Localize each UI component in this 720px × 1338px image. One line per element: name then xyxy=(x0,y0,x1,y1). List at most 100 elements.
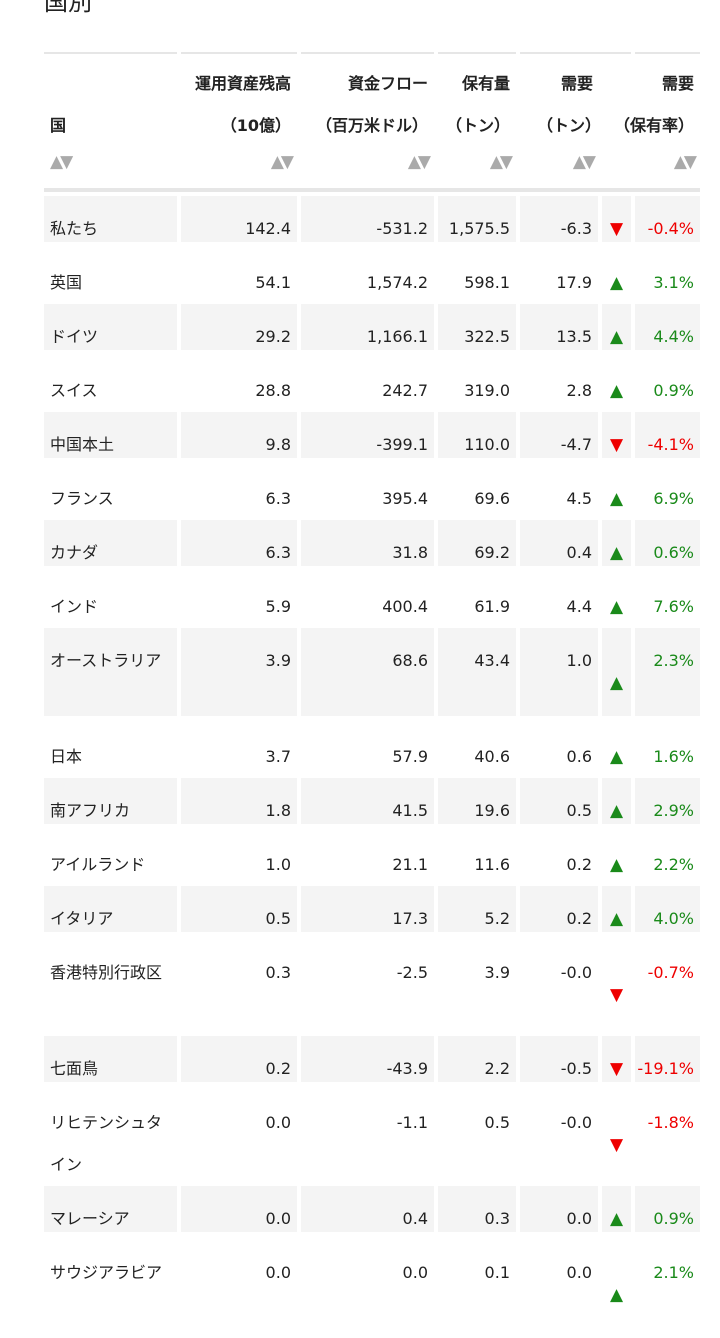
country-cell: オーストラリア xyxy=(44,628,177,716)
flows-cell-text: 17.3 xyxy=(392,909,428,928)
country-cell: 日本 xyxy=(44,724,177,770)
aum-cell-text: 0.2 xyxy=(265,1059,291,1078)
table-row: 英国 54.1 1,574.2 598.1 17.9 ▲ 3.1% xyxy=(44,246,700,300)
holdings-cell-text: 40.6 xyxy=(474,747,510,766)
sort-icon[interactable]: ▲▼ xyxy=(673,152,697,172)
holdings-cell-text: 0.1 xyxy=(484,1263,510,1282)
demand-pct-cell: -19.1% xyxy=(635,1036,700,1082)
flows-cell-text: 31.8 xyxy=(392,543,428,562)
country-cell: マレーシア xyxy=(44,1186,177,1232)
flows-cell: 21.1 xyxy=(301,832,434,878)
triangle-up-icon: ▲ xyxy=(609,801,624,821)
demand-cell-text: 4.4 xyxy=(566,597,592,616)
demand-cell-text: 0.0 xyxy=(566,1263,592,1282)
demand-pct-cell-text: 4.4% xyxy=(653,327,694,346)
aum-cell: 0.0 xyxy=(181,1240,297,1328)
trend-cell: ▲ xyxy=(602,886,631,932)
holdings-cell: 1,575.5 xyxy=(438,196,516,242)
header-aum[interactable]: 運用資産残高 （10億） ▲▼ xyxy=(181,52,297,186)
aum-cell-text: 3.9 xyxy=(265,651,291,670)
country-cell-text: 七面鳥 xyxy=(50,1059,99,1078)
header-demand-pct[interactable]: 需要 （保有率） ▲▼ xyxy=(614,52,700,186)
country-cell: 南アフリカ xyxy=(44,778,177,824)
header-aum-label: 運用資産残高 xyxy=(194,74,291,93)
table-row: サウジアラビア 0.0 0.0 0.1 0.0 ▲ 2.1% xyxy=(44,1236,700,1332)
demand-pct-cell-text: 2.2% xyxy=(653,855,694,874)
demand-cell: 0.2 xyxy=(520,886,598,932)
trend-cell: ▲ xyxy=(602,1240,631,1328)
flows-cell: -1.1 xyxy=(301,1090,434,1178)
country-cell-text: 香港特別行政区 xyxy=(50,963,163,982)
flows-cell: 31.8 xyxy=(301,520,434,566)
country-cell: リヒテンシュタイン xyxy=(44,1090,177,1178)
holdings-cell-text: 1,575.5 xyxy=(448,219,510,238)
flows-cell-text: -2.5 xyxy=(396,963,428,982)
holdings-cell: 2.2 xyxy=(438,1036,516,1082)
flows-cell-text: 0.4 xyxy=(402,1209,428,1228)
table-row: オーストラリア 3.9 68.6 43.4 1.0 ▲ 2.3% xyxy=(44,624,700,720)
aum-cell: 54.1 xyxy=(181,250,297,296)
country-cell-text: オーストラリア xyxy=(50,651,162,670)
demand-cell-text: -4.7 xyxy=(560,435,592,454)
country-cell: イタリア xyxy=(44,886,177,932)
holdings-cell: 69.6 xyxy=(438,466,516,512)
country-cell: カナダ xyxy=(44,520,177,566)
country-cell-text: リヒテンシュタイン xyxy=(50,1113,163,1174)
triangle-up-icon: ▲ xyxy=(609,327,624,347)
demand-cell-text: 0.6 xyxy=(566,747,592,766)
sort-icon[interactable]: ▲▼ xyxy=(572,152,596,172)
flows-cell-text: 57.9 xyxy=(392,747,428,766)
section-title: 国別 xyxy=(44,0,92,16)
country-cell-text: スイス xyxy=(50,381,98,400)
demand-pct-cell: -1.8% xyxy=(635,1090,700,1178)
aum-cell-text: 54.1 xyxy=(255,273,291,292)
trend-cell: ▲ xyxy=(602,1186,631,1232)
header-flows[interactable]: 資金フロー （百万米ドル） ▲▼ xyxy=(301,52,434,186)
table-row: リヒテンシュタイン 0.0 -1.1 0.5 -0.0 ▼ -1.8% xyxy=(44,1086,700,1182)
demand-cell: 17.9 xyxy=(520,250,598,296)
demand-cell-text: 0.5 xyxy=(566,801,592,820)
demand-cell-text: -0.5 xyxy=(560,1059,592,1078)
demand-pct-cell-text: 6.9% xyxy=(653,489,694,508)
table-row: ドイツ 29.2 1,166.1 322.5 13.5 ▲ 4.4% xyxy=(44,300,700,354)
demand-cell: 4.4 xyxy=(520,574,598,620)
holdings-cell-text: 69.2 xyxy=(474,543,510,562)
sort-icon[interactable]: ▲▼ xyxy=(489,152,513,172)
sort-icon[interactable]: ▲▼ xyxy=(270,152,294,172)
demand-cell-text: 13.5 xyxy=(556,327,592,346)
aum-cell-text: 29.2 xyxy=(255,327,291,346)
trend-cell: ▲ xyxy=(602,466,631,512)
demand-pct-cell: 2.1% xyxy=(635,1240,700,1328)
trend-cell: ▼ xyxy=(602,412,631,458)
header-demand[interactable]: 需要 （トン） ▲▼ xyxy=(520,52,631,186)
country-table: 国 ▲▼ 運用資産残高 （10億） ▲▼ 資金フロー （百万米ドル） ▲▼ 保有… xyxy=(44,52,700,1332)
flows-cell: 41.5 xyxy=(301,778,434,824)
flows-cell-text: 21.1 xyxy=(392,855,428,874)
aum-cell: 0.2 xyxy=(181,1036,297,1082)
sort-icon[interactable]: ▲▼ xyxy=(407,152,431,172)
demand-pct-cell-text: 4.0% xyxy=(653,909,694,928)
aum-cell-text: 6.3 xyxy=(265,489,291,508)
demand-pct-cell-text: -1.8% xyxy=(647,1113,694,1132)
aum-cell-text: 3.7 xyxy=(265,747,291,766)
aum-cell-text: 0.5 xyxy=(265,909,291,928)
header-country[interactable]: 国 ▲▼ xyxy=(44,52,177,186)
flows-cell: -399.1 xyxy=(301,412,434,458)
holdings-cell: 322.5 xyxy=(438,304,516,350)
header-holdings[interactable]: 保有量 （トン） ▲▼ xyxy=(438,52,516,186)
holdings-cell-text: 2.2 xyxy=(484,1059,510,1078)
demand-cell-text: 0.2 xyxy=(566,909,592,928)
flows-cell-text: 1,574.2 xyxy=(366,273,428,292)
flows-cell-text: -1.1 xyxy=(396,1113,428,1132)
country-cell: 七面鳥 xyxy=(44,1036,177,1082)
demand-pct-cell: 0.6% xyxy=(635,520,700,566)
flows-cell-text: 41.5 xyxy=(392,801,428,820)
aum-cell-text: 0.0 xyxy=(265,1209,291,1228)
triangle-up-icon: ▲ xyxy=(609,909,624,929)
aum-cell-text: 28.8 xyxy=(255,381,291,400)
demand-cell-text: -0.0 xyxy=(560,1113,592,1132)
sort-icon[interactable]: ▲▼ xyxy=(50,152,73,172)
holdings-cell: 0.3 xyxy=(438,1186,516,1232)
holdings-cell: 3.9 xyxy=(438,940,516,1028)
country-cell: 英国 xyxy=(44,250,177,296)
